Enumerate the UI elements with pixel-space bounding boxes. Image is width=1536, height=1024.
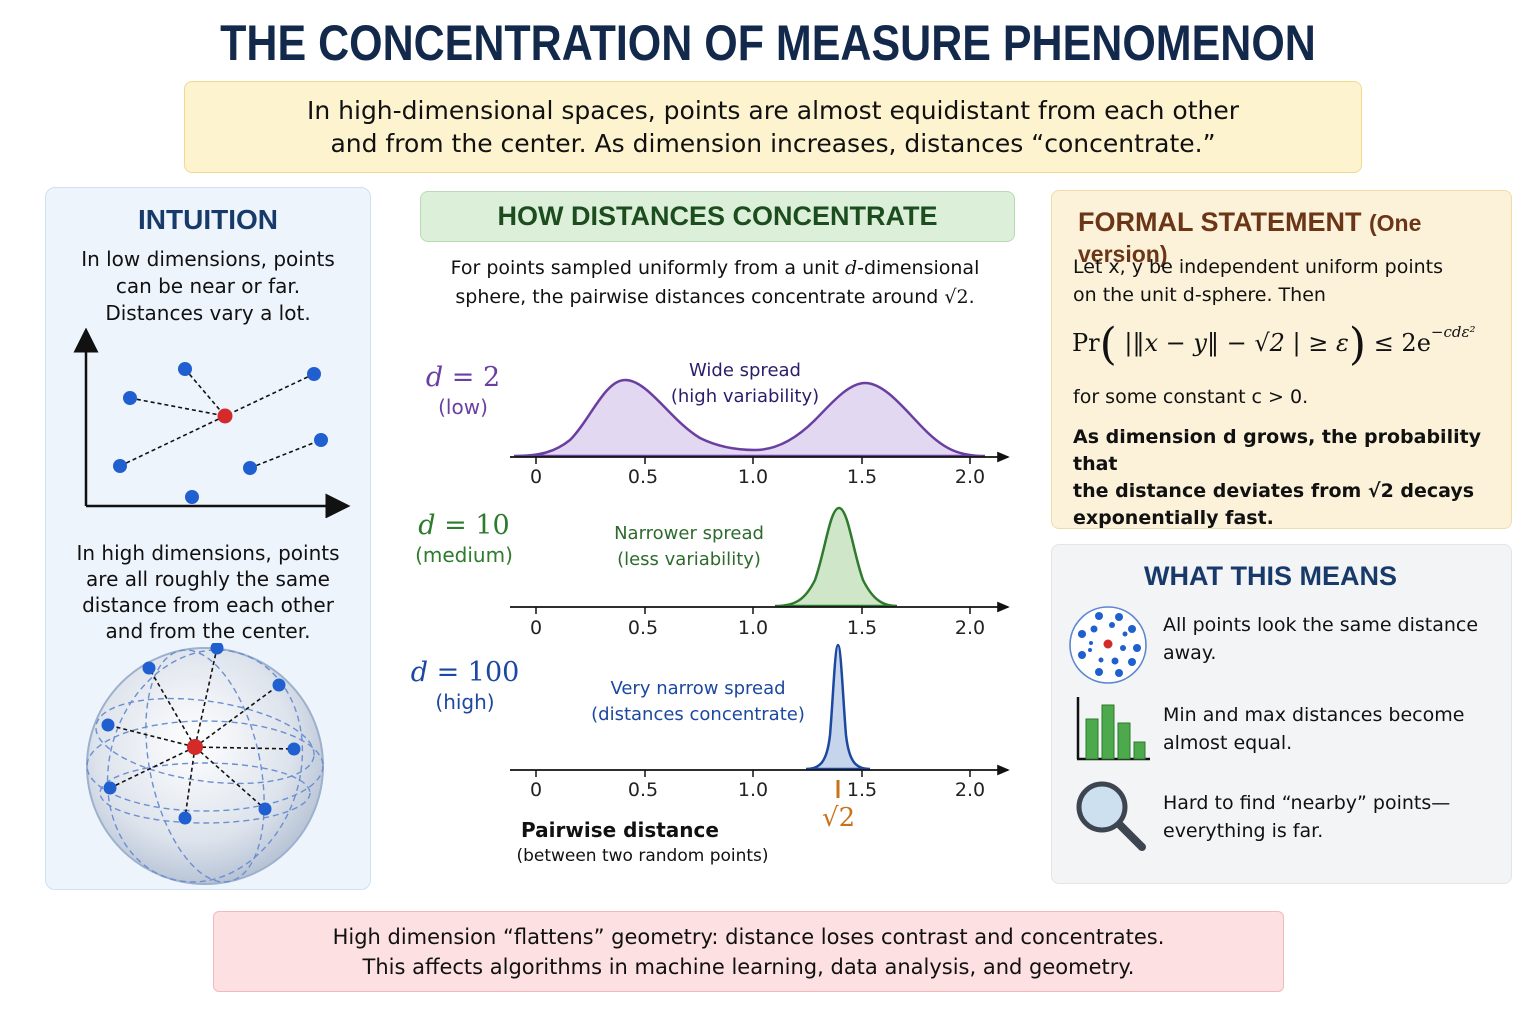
formal-constant: for some constant c > 0. bbox=[1073, 386, 1309, 408]
tick-label: 2.0 bbox=[954, 617, 986, 639]
sphere-surface-points bbox=[101, 643, 301, 825]
d100-label: d = 100 (high) bbox=[410, 657, 520, 714]
tick-label: 0.5 bbox=[627, 779, 659, 801]
footer-banner: High dimension “flattens” geometry: dist… bbox=[213, 911, 1284, 992]
tick-label: 1.5 bbox=[846, 617, 878, 639]
d100-sublabel: (high) bbox=[435, 690, 495, 714]
blue-points bbox=[113, 362, 328, 504]
red-center-point bbox=[217, 408, 233, 424]
tick-label: 0.5 bbox=[627, 617, 659, 639]
d10-label: d = 10 (medium) bbox=[412, 510, 516, 567]
tick-label: 1.0 bbox=[737, 617, 769, 639]
means-item-2: Min and max distances become almost equa… bbox=[1163, 704, 1465, 754]
formal-heading: FORMAL STATEMENT (One version) bbox=[1078, 207, 1422, 267]
concentration-inequality: Pr( |‖x − y‖ − √2 | ≥ ε) ≤ 2e−cdε² bbox=[1072, 319, 1476, 370]
tick-label: 1.0 bbox=[737, 779, 769, 801]
means-item-1: All points look the same distance away. bbox=[1163, 614, 1479, 664]
page-title: THE CONCENTRATION OF MEASURE PHENOMENON bbox=[220, 15, 1316, 71]
means-item-3: Hard to find “nearby” points— everything… bbox=[1163, 792, 1451, 842]
tick-label: 1.5 bbox=[846, 466, 878, 488]
d100-annotation: Very narrow spread (distances concentrat… bbox=[591, 678, 805, 725]
banner-line-2: and from the center. As dimension increa… bbox=[330, 129, 1216, 158]
d2-annotation: Wide spread (high variability) bbox=[670, 360, 820, 407]
how-description: For points sampled uniformly from a unit… bbox=[450, 257, 980, 308]
bar-chart-icon bbox=[1076, 697, 1150, 761]
formal-line-1: Let x, y be independent uniform points bbox=[1073, 256, 1444, 278]
means-heading: WHAT THIS MEANS bbox=[1144, 561, 1397, 591]
sqrt2-marker-label: √2 bbox=[822, 803, 856, 833]
what-this-means-panel: WHAT THIS MEANS All points look the same… bbox=[1051, 544, 1512, 884]
formal-conclusion: As dimension d grows, the probability th… bbox=[1073, 426, 1482, 529]
d100-density-curve bbox=[805, 643, 871, 771]
scattered-points-icon bbox=[1069, 606, 1147, 684]
tick-label: 0.5 bbox=[627, 466, 659, 488]
x-axis-label: Pairwise distance bbox=[521, 818, 719, 842]
d10-annotation: Narrower spread (less variability) bbox=[614, 523, 764, 570]
formal-statement-panel: FORMAL STATEMENT (One version) Let x, y … bbox=[1051, 190, 1512, 529]
d2-sublabel: (low) bbox=[438, 395, 488, 419]
high-dim-sphere-diagram bbox=[86, 643, 324, 885]
how-distances-heading: HOW DISTANCES CONCENTRATE bbox=[420, 191, 1015, 242]
tick-label: 1.5 bbox=[846, 779, 878, 801]
high-dim-text: In high dimensions, points are all rough… bbox=[76, 541, 340, 643]
low-dim-text: In low dimensions, points can be near or… bbox=[81, 247, 335, 325]
tick-label: 2.0 bbox=[954, 779, 986, 801]
tick-label: 1.0 bbox=[737, 466, 769, 488]
d2-density-curve bbox=[513, 378, 986, 458]
x-axis-sublabel: (between two random points) bbox=[516, 846, 769, 866]
footer-line-2: This affects algorithms in machine learn… bbox=[362, 954, 1135, 979]
d2-label: d = 2 (low) bbox=[418, 362, 508, 419]
banner-line-1: In high-dimensional spaces, points are a… bbox=[306, 96, 1240, 125]
d10-sublabel: (medium) bbox=[415, 543, 513, 567]
formal-line-2: on the unit d-sphere. Then bbox=[1073, 284, 1326, 306]
tick-label: 2.0 bbox=[954, 466, 986, 488]
low-dim-scatter-diagram bbox=[73, 328, 351, 518]
intuition-heading: INTUITION bbox=[138, 204, 278, 235]
tick-label: 0 bbox=[529, 466, 543, 488]
magnifier-icon bbox=[1076, 781, 1146, 851]
tick-label: 0 bbox=[529, 617, 543, 639]
d10-density-curve bbox=[774, 506, 898, 608]
summary-banner: In high-dimensional spaces, points are a… bbox=[184, 81, 1362, 173]
footer-line-1: High dimension “flattens” geometry: dist… bbox=[332, 924, 1165, 949]
intuition-panel: INTUITION In low dimensions, points can … bbox=[45, 187, 371, 890]
tick-label: 0 bbox=[529, 779, 543, 801]
sphere-center-point bbox=[187, 739, 203, 755]
